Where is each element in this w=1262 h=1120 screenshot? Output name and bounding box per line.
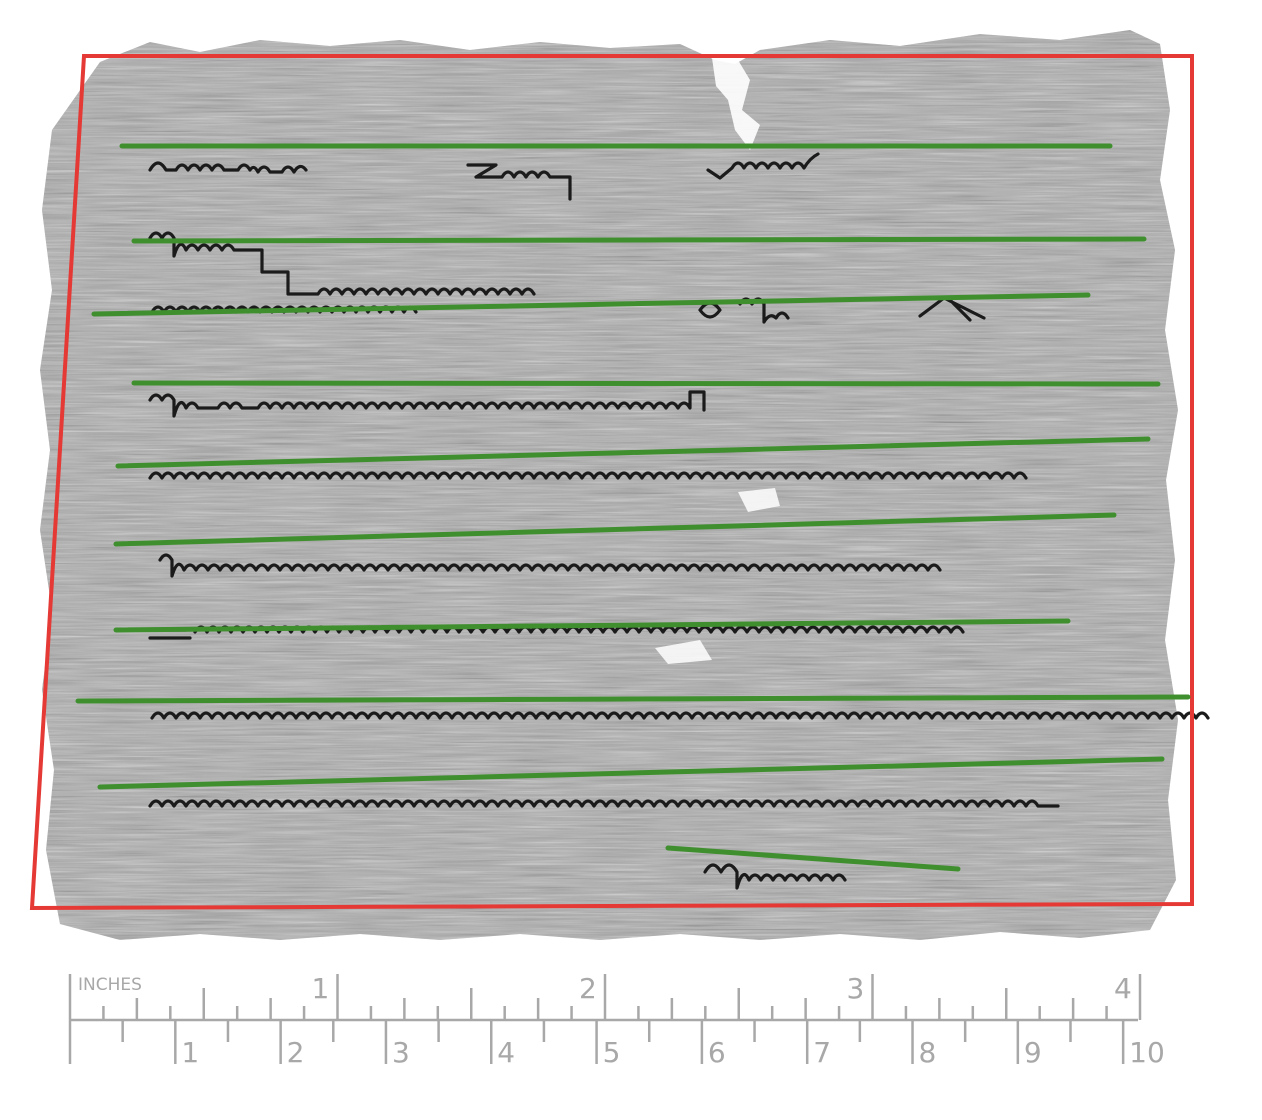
- ruler-unit-label: INCHES: [78, 975, 142, 995]
- cm-label: 6: [708, 1036, 726, 1069]
- cm-label: 1: [181, 1036, 199, 1069]
- cm-scale: [70, 1020, 1123, 1064]
- cm-label: 8: [919, 1036, 937, 1069]
- inch-label: 2: [579, 972, 597, 1005]
- inch-label: 3: [847, 972, 865, 1005]
- cm-label: 9: [1024, 1036, 1042, 1069]
- cm-label: 5: [603, 1036, 621, 1069]
- cm-label: 3: [392, 1036, 410, 1069]
- text-line-annotation: [134, 383, 1158, 384]
- text-line-annotation: [134, 239, 1144, 241]
- inch-labels: 1 2 3 4: [312, 972, 1132, 1005]
- cm-label: 10: [1129, 1036, 1165, 1069]
- inch-label: 1: [312, 972, 330, 1005]
- cm-label: 4: [497, 1036, 515, 1069]
- inch-label: 4: [1114, 972, 1132, 1005]
- inch-scale: [70, 974, 1140, 1020]
- cm-label: 2: [287, 1036, 305, 1069]
- cm-label: 7: [813, 1036, 831, 1069]
